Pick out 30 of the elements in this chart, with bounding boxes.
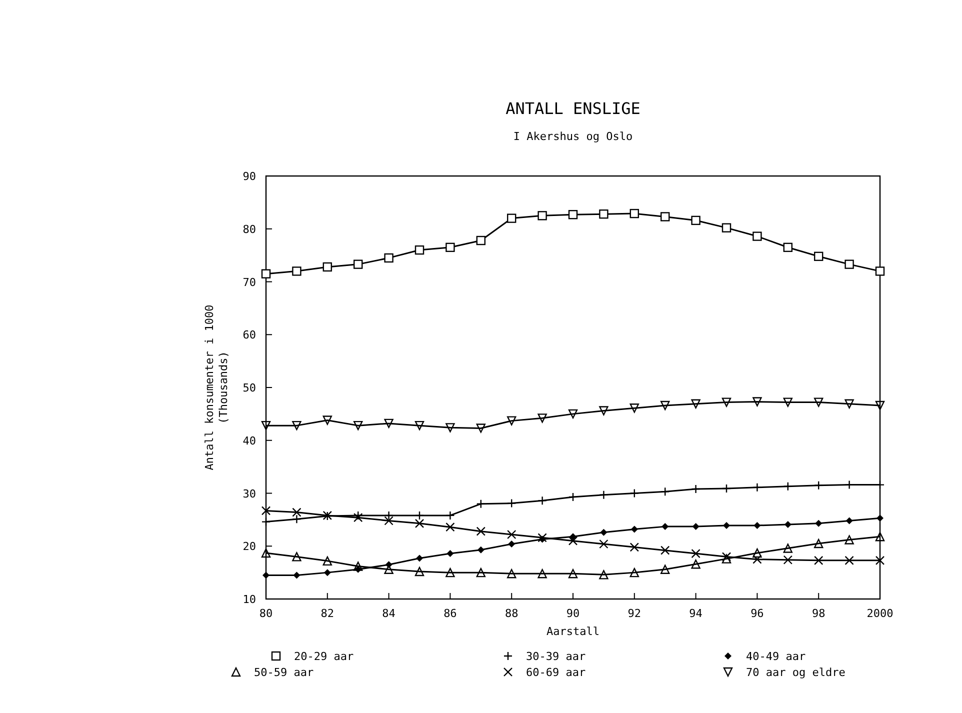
- legend-label: 50-59 aar: [254, 666, 314, 679]
- legend-label: 60-69 aar: [526, 666, 586, 679]
- y-tick-label: 60: [242, 328, 256, 342]
- x-tick-label: 2000: [866, 607, 894, 620]
- y-tick-label: 80: [242, 222, 256, 236]
- x-tick-label: 96: [750, 607, 764, 620]
- y-tick-label: 50: [242, 382, 256, 394]
- y-tick-label: 70: [242, 276, 256, 289]
- x-tick-label: 92: [628, 607, 642, 620]
- x-tick-label: 84: [382, 607, 396, 620]
- x-tick-label: 82: [320, 607, 334, 620]
- x-tick-label: 94: [689, 607, 703, 620]
- y-tick-label: 30: [242, 487, 256, 500]
- chart-subtitle: I Akershus og Oslo: [513, 130, 633, 143]
- x-tick-label: 86: [444, 607, 457, 620]
- legend-label: 40-49 aar: [746, 650, 806, 663]
- y-tick-label: 20: [242, 540, 256, 554]
- y-tick-label: 90: [242, 170, 256, 183]
- y-tick-label: 10: [242, 593, 256, 606]
- x-tick-label: 88: [504, 607, 518, 620]
- legend-label: 70 aar og eldre: [746, 666, 846, 679]
- x-tick-label: 80: [259, 607, 273, 620]
- y-axis-title: Antall konsumenter i 1000 (Thousands): [203, 304, 230, 470]
- x-axis-title: Aarstall: [546, 625, 600, 638]
- chart-title: ANTALL ENSLIGE: [506, 99, 640, 118]
- x-tick-label: 98: [812, 607, 826, 620]
- legend-label: 20-29 aar: [294, 650, 354, 663]
- y-tick-label: 40: [242, 434, 256, 448]
- legend-label: 30-39 aar: [526, 650, 586, 663]
- x-tick-label: 90: [566, 607, 580, 620]
